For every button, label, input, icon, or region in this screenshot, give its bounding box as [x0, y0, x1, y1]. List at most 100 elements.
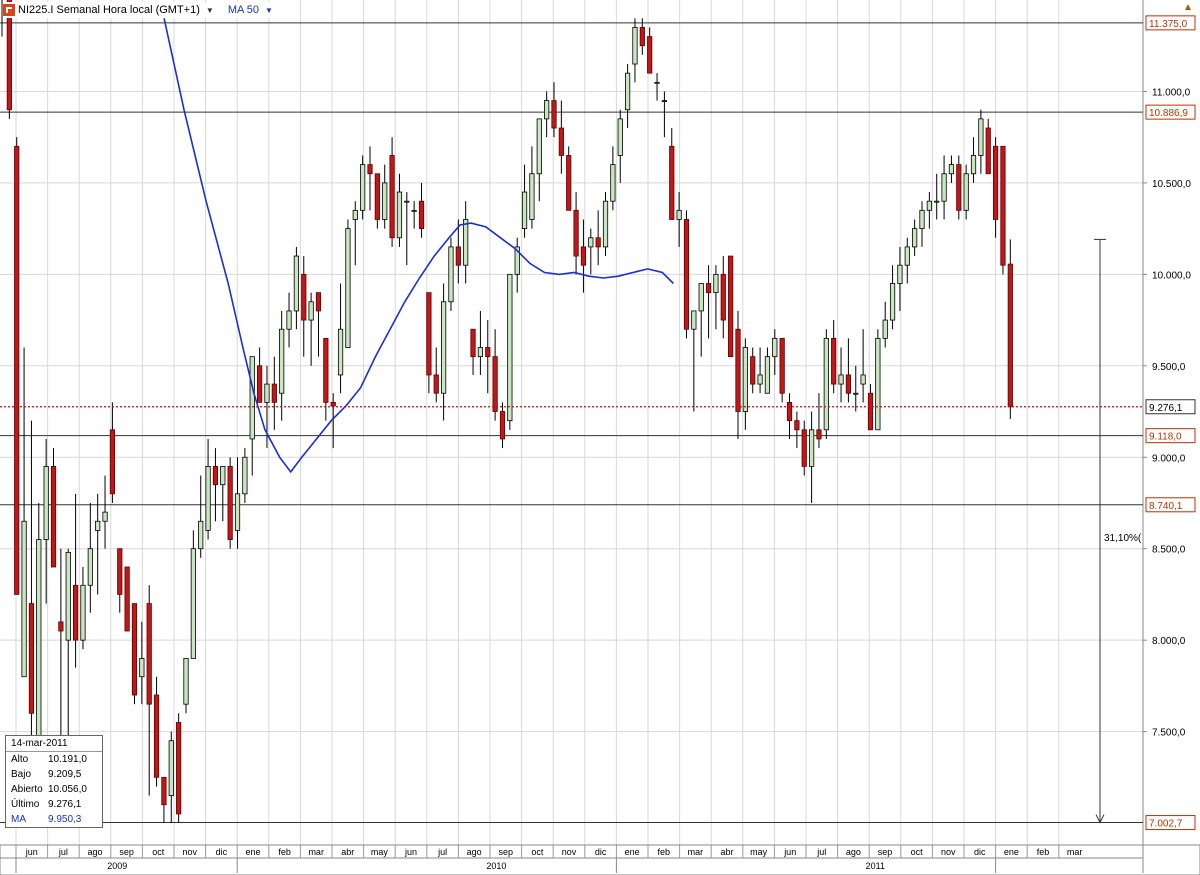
candle-body [1000, 145, 1006, 266]
level-label-box [1145, 428, 1196, 444]
month-label: mar [308, 847, 324, 857]
candle-body [544, 100, 550, 120]
candle-body [242, 456, 248, 495]
current-price-label: 9.276,1 [1149, 403, 1183, 414]
alert-bell-icon[interactable]: ▲ [1183, 2, 1193, 13]
price-tick-label: 10.500,0 [1152, 179, 1191, 190]
candle-body [168, 740, 174, 797]
candle-body [139, 658, 145, 678]
candle-body [676, 209, 682, 220]
level-label: 10.886,9 [1149, 108, 1188, 119]
candle-body [713, 273, 719, 294]
candle-body [433, 374, 439, 394]
candle-body [499, 411, 506, 440]
candle-body [308, 301, 314, 321]
chart-logo-icon [3, 4, 15, 16]
month-label: jun [783, 847, 796, 857]
candle-body [573, 209, 579, 257]
month-label: feb [1037, 847, 1050, 857]
symbol-dropdown-icon[interactable]: ▼ [205, 5, 214, 15]
candle-body [919, 209, 925, 230]
year-label: 2009 [107, 861, 127, 871]
candle-body [779, 337, 785, 394]
info-row-last: Último 9.276,1 [6, 797, 102, 812]
level-label-box [1145, 104, 1196, 120]
candle-body [669, 145, 675, 220]
candle-body [728, 255, 734, 358]
candle-body [963, 173, 969, 211]
level-label: 9.118,0 [1149, 432, 1182, 443]
month-label: nov [183, 847, 198, 857]
candle-body [73, 584, 79, 641]
candle-body [720, 273, 726, 321]
candle-body [860, 374, 866, 385]
candle-body [440, 301, 447, 394]
price-tick-label: 9.500,0 [1152, 362, 1186, 373]
candle-body [691, 310, 697, 330]
month-label: mar [1067, 847, 1083, 857]
month-label: ene [245, 847, 260, 857]
candle-body [21, 520, 27, 678]
candle-body [6, 0, 12, 111]
year-label: 2010 [486, 861, 506, 871]
candle-body [43, 465, 49, 540]
candle-body [801, 429, 807, 467]
info-key: Bajo [11, 769, 32, 780]
current-price-box [1145, 399, 1196, 415]
month-label: feb [278, 847, 291, 857]
month-label: ene [625, 847, 640, 857]
candle-body [757, 374, 763, 385]
month-label: may [371, 847, 389, 857]
month-label: sep [499, 847, 514, 857]
candle-body [161, 776, 167, 806]
price-tick-label: 8.000,0 [1152, 636, 1186, 647]
candle-body [95, 520, 101, 531]
candle-body [198, 520, 204, 550]
month-label: mar [688, 847, 704, 857]
candle-body [352, 209, 358, 220]
month-label: nov [562, 847, 577, 857]
month-label: jul [58, 847, 68, 857]
indicator-label[interactable]: MA 50 [227, 4, 259, 16]
level-label-box [1145, 15, 1196, 31]
candle-body [551, 100, 557, 129]
candle-body [374, 173, 380, 220]
candle-body [485, 347, 491, 358]
candle-body [853, 392, 859, 395]
candle-body [772, 337, 778, 358]
candle-body [345, 228, 351, 348]
candle-body [956, 164, 962, 211]
candle-body [889, 283, 896, 321]
candle-body [1007, 263, 1013, 408]
price-tick-label: 11.000,0 [1152, 87, 1191, 98]
level-label-box [1145, 815, 1196, 831]
info-key: Abierto [11, 784, 43, 795]
candle-body [28, 603, 35, 714]
indicator-dropdown-icon[interactable]: ▼ [265, 5, 273, 15]
candle-body [816, 429, 822, 440]
moving-average-line [163, 18, 674, 474]
candle-body [205, 465, 211, 531]
price-tick-label: 7.500,0 [1152, 728, 1186, 739]
candle-body [323, 337, 329, 403]
month-label: feb [658, 847, 671, 857]
candle-body [80, 584, 86, 641]
ohlc-info-box: 14-mar-2011 Alto 10.191,0 Bajo 9.209,5 Abi… [5, 735, 103, 828]
candle-body [146, 603, 152, 705]
symbol-label[interactable]: NI225.I Semanal Hora local (GMT+1) [18, 4, 200, 16]
candle-body [764, 356, 771, 394]
candle-body [934, 200, 940, 203]
month-label: jul [816, 847, 826, 857]
candle-body [404, 200, 410, 203]
candle-body [102, 511, 108, 522]
month-label: ago [467, 847, 482, 857]
month-label: abr [720, 847, 733, 857]
candle-body [153, 694, 160, 778]
candle-body [507, 273, 513, 422]
price-tick-label: 8.500,0 [1152, 545, 1186, 556]
month-label: dic [216, 847, 228, 857]
candle-body [36, 539, 42, 769]
candle-body [595, 237, 601, 248]
month-label: ene [1004, 847, 1019, 857]
